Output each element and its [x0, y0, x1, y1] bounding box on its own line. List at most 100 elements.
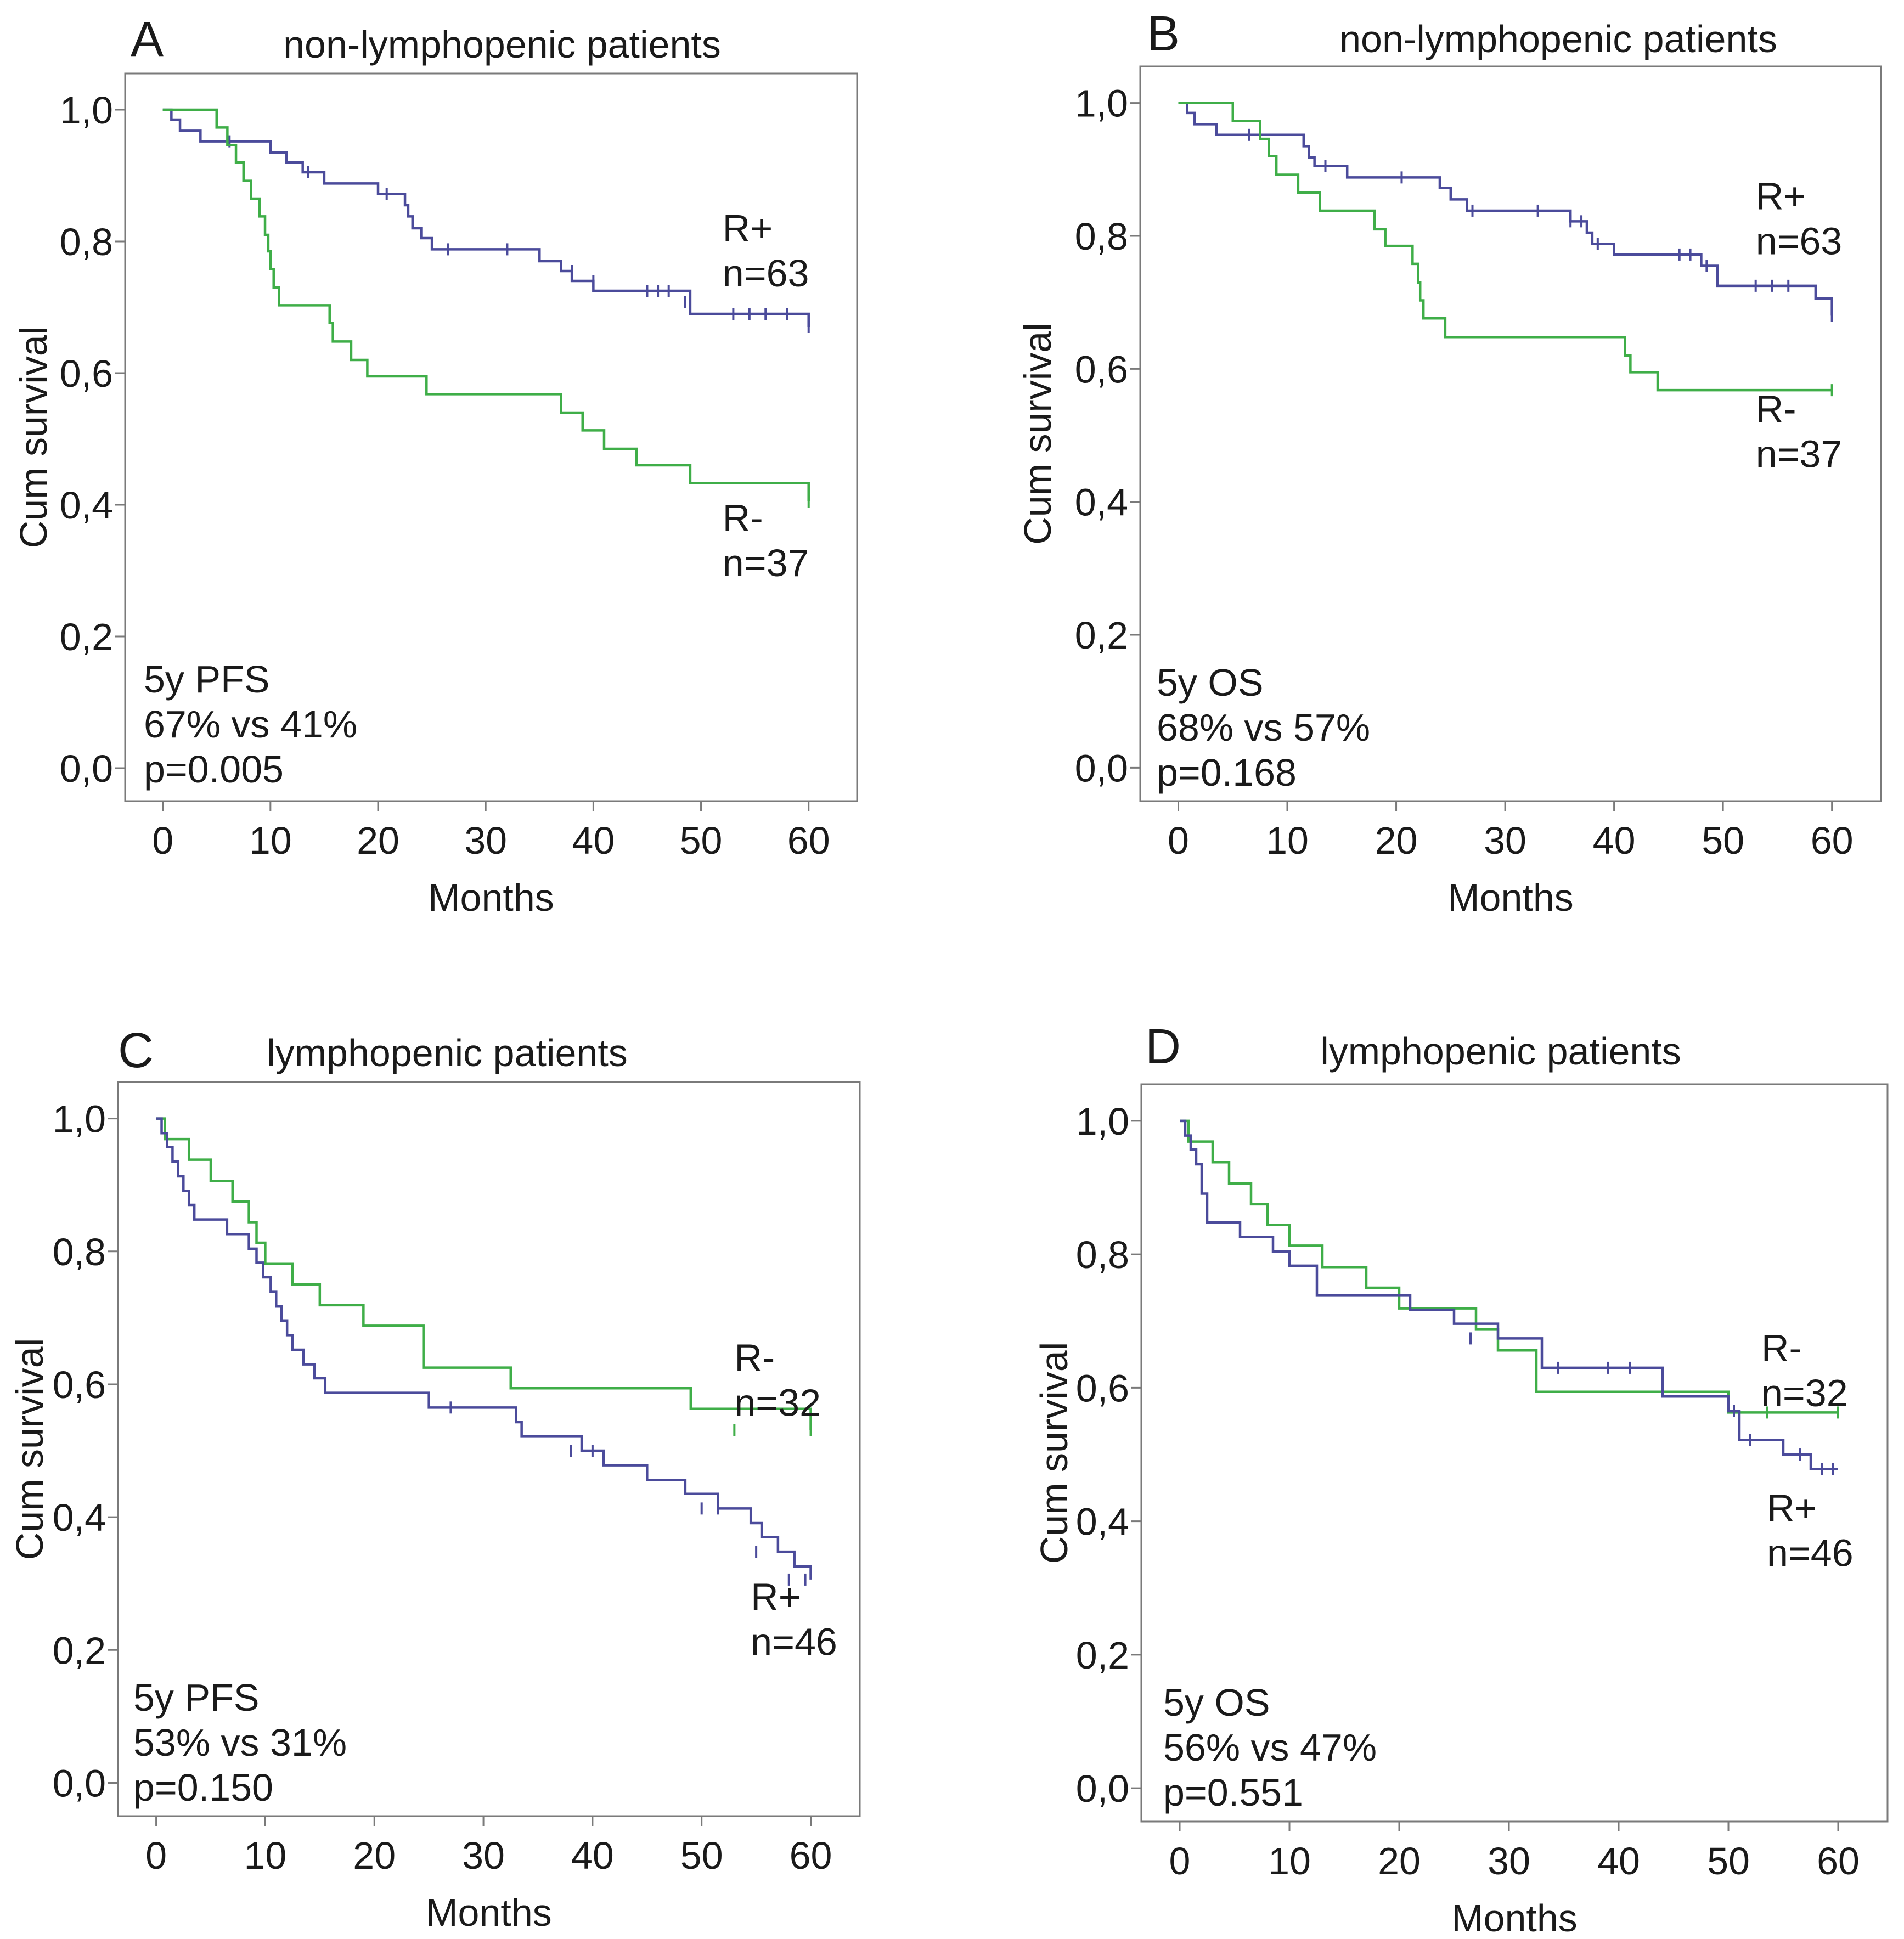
panel-letter: A [131, 12, 164, 67]
series-label: R- [723, 497, 763, 539]
y-tick-label: 0,8 [1075, 215, 1128, 258]
stat-annotation: 68% vs 57% [1157, 706, 1370, 749]
y-tick-label: 0,8 [1076, 1233, 1129, 1276]
y-tick-label: 0,6 [1075, 348, 1128, 391]
x-tick-label: 10 [249, 819, 292, 862]
stat-annotation: 56% vs 47% [1163, 1726, 1377, 1769]
y-tick-label: 0,6 [53, 1363, 106, 1406]
panel-title: non-lymphopenic patients [283, 23, 721, 66]
y-axis-title: Cum survival [12, 326, 55, 549]
survival-curve-Rminus [1178, 102, 1832, 392]
panel-letter: C [118, 1023, 154, 1078]
y-tick-label: 0,6 [60, 352, 113, 395]
panel-letter: B [1147, 7, 1180, 61]
panel-title: non-lymphopenic patients [1339, 18, 1777, 60]
series-label: R+ [1767, 1487, 1817, 1530]
y-axis-title: Cum survival [1016, 323, 1059, 545]
y-tick-label: 1,0 [1076, 1100, 1129, 1143]
series-label: n=37 [1756, 432, 1843, 475]
y-tick-label: 0,0 [1075, 747, 1128, 790]
series-label: R- [1761, 1327, 1802, 1369]
stat-annotation: 5y OS [1157, 661, 1264, 704]
x-tick-label: 50 [1702, 819, 1744, 862]
survival-curve-Rminus [1180, 1119, 1838, 1414]
x-tick-label: 20 [357, 819, 399, 862]
x-axis-title: Months [1447, 876, 1574, 919]
series-label: R+ [723, 207, 773, 250]
y-tick-label: 0,2 [1075, 614, 1128, 657]
y-tick-label: 0,2 [53, 1629, 106, 1672]
series-label: R- [734, 1337, 775, 1379]
x-tick-label: 0 [152, 819, 173, 862]
panel-title: lymphopenic patients [267, 1031, 628, 1074]
stat-annotation: 5y PFS [133, 1676, 260, 1719]
plot-frame [124, 72, 858, 802]
plot-frame [1140, 1083, 1889, 1823]
y-tick-label: 0,0 [53, 1762, 106, 1805]
x-tick-label: 10 [244, 1834, 286, 1877]
x-tick-label: 40 [1597, 1840, 1640, 1882]
x-tick-label: 30 [464, 819, 507, 862]
x-tick-label: 50 [680, 1834, 723, 1877]
x-tick-label: 60 [787, 819, 830, 862]
x-axis-title: Months [426, 1891, 552, 1934]
stat-annotation: p=0.150 [133, 1766, 273, 1809]
series-label: n=63 [1756, 220, 1843, 263]
y-tick-label: 0,6 [1076, 1367, 1129, 1410]
stat-annotation: 67% vs 41% [144, 703, 357, 746]
survival-curve-Rplus [162, 108, 810, 327]
y-tick-label: 0,2 [1076, 1634, 1129, 1677]
series-label: n=32 [734, 1382, 821, 1424]
x-tick-label: 60 [790, 1834, 832, 1877]
x-tick-label: 20 [1375, 819, 1418, 862]
x-tick-label: 0 [145, 1834, 167, 1877]
y-tick-label: 0,8 [53, 1231, 106, 1273]
x-tick-label: 30 [1484, 819, 1526, 862]
series-label: n=46 [1767, 1532, 1854, 1575]
y-tick-label: 1,0 [1075, 82, 1128, 125]
series-label: R- [1756, 387, 1796, 430]
plot-frame [117, 1081, 861, 1817]
panel-title: lymphopenic patients [1320, 1030, 1681, 1073]
y-tick-label: 0,4 [1076, 1501, 1129, 1543]
survival-curve-Rplus [1180, 1119, 1838, 1471]
x-tick-label: 0 [1169, 1840, 1191, 1882]
plot-frame [1139, 65, 1882, 802]
x-tick-label: 40 [572, 819, 615, 862]
survival-curve-Rminus [162, 108, 810, 501]
y-tick-label: 0,4 [1075, 481, 1128, 524]
stat-annotation: 53% vs 31% [133, 1721, 347, 1764]
panel-letter: D [1145, 1019, 1181, 1074]
survival-curve-Rplus [156, 1117, 812, 1580]
series-label: n=32 [1761, 1372, 1848, 1414]
series-label: n=46 [751, 1621, 837, 1664]
x-tick-label: 20 [353, 1834, 396, 1877]
y-tick-label: 0,2 [60, 616, 113, 658]
y-tick-label: 0,8 [60, 221, 113, 263]
x-axis-title: Months [428, 876, 554, 919]
series-label: n=63 [723, 252, 809, 295]
x-tick-label: 50 [680, 819, 723, 862]
series-label: R+ [751, 1576, 801, 1619]
stat-annotation: p=0.168 [1157, 751, 1297, 794]
y-tick-label: 0,0 [60, 747, 113, 790]
survival-curve-Rplus [1178, 102, 1833, 316]
survival-curve-Rminus [156, 1117, 812, 1430]
y-axis-title: Cum survival [8, 1338, 51, 1560]
x-tick-label: 50 [1707, 1840, 1750, 1882]
x-tick-label: 10 [1266, 819, 1309, 862]
x-tick-label: 0 [1168, 819, 1189, 862]
x-tick-label: 60 [1811, 819, 1854, 862]
x-tick-label: 40 [1593, 819, 1636, 862]
x-axis-title: Months [1451, 1897, 1578, 1939]
stat-annotation: p=0.551 [1163, 1771, 1303, 1814]
x-tick-label: 60 [1817, 1840, 1860, 1882]
y-tick-label: 0,0 [1076, 1767, 1129, 1810]
stat-annotation: 5y OS [1163, 1681, 1270, 1724]
x-tick-label: 40 [571, 1834, 614, 1877]
